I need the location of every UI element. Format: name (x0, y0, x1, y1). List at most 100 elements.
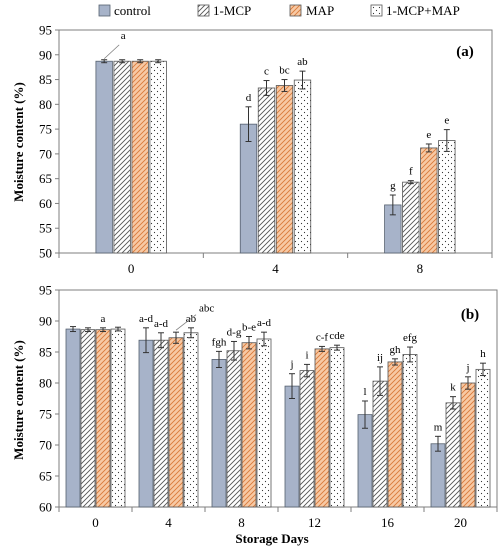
panel-a-significance-letter-control-day-4: d (246, 92, 252, 104)
panel-b-bar-map-day-12 (314, 348, 330, 508)
panel-a-significance-letter-1-mcp-map-day-8: e (444, 115, 449, 127)
panel-a-bar-control-day-0 (95, 60, 113, 254)
panel-b-error-bar-1-mcp-map-day-8 (261, 331, 267, 347)
panel-b-error-bar-control-day-12 (289, 373, 295, 399)
panel-b-bar-control-day-8 (211, 359, 227, 508)
panel-a-error-bar-map-day-4 (281, 79, 288, 92)
panel-a-x-tick-label-8: 8 (417, 261, 424, 276)
panel-b-error-bar-map-day-8 (246, 336, 252, 350)
panel-b-significance-letter-map-day-12: c-f (316, 331, 329, 343)
panel-b-bar-map-day-8 (241, 342, 257, 508)
panel-b-bar-1-mcp-day-20 (445, 402, 461, 508)
legend-item-1-mcp-map: 1-MCP+MAP (370, 3, 460, 18)
panel-b-error-bar-map-day-0 (100, 327, 106, 333)
panel-b-significance-letter-1-mcp-day-16: ij (377, 352, 383, 364)
panel-a-bar-1-mcp-map-day-0 (149, 60, 167, 254)
panel-b-x-tick-label-4: 4 (165, 515, 172, 530)
panel-b-error-bar-map-day-16 (392, 358, 398, 366)
panel-a-error-bar-control-day-0 (101, 59, 108, 64)
panel-a-error-bar-map-day-0 (137, 59, 144, 64)
panel-b-error-bar-control-day-20 (435, 435, 441, 452)
panel-a-error-bar-1-mcp-day-0 (119, 59, 126, 64)
legend-swatch-control (98, 4, 111, 17)
panel-b-significance-letter-1-mcp-map-day-8: a-d (257, 317, 272, 329)
panel-b-y-tick-label-80: 80 (39, 376, 52, 391)
legend: control 1-MCP MAP 1-MCP+MAP (98, 3, 460, 18)
panel-b-bar-1-mcp-map-day-20 (475, 368, 491, 508)
panel-a-significance-letter-map-day-4: bc (279, 65, 290, 77)
panel-b-significance-letter-control-day-4: a-d (139, 313, 154, 325)
panel-a-letter-leader-line (103, 44, 120, 60)
panel-a-y-tick-label-55: 55 (39, 221, 52, 236)
panel-a-bar-1-mcp-day-8 (402, 181, 420, 254)
panel-b-y-tick-label-70: 70 (39, 438, 52, 453)
panel-a-x-tick-label-4: 4 (272, 261, 279, 276)
panel-b-error-bar-control-day-4 (143, 327, 149, 354)
panel-b-bar-1-mcp-day-4 (153, 339, 169, 508)
panel-b-error-bar-1-mcp-day-16 (377, 366, 383, 396)
panel-b-error-bar-map-day-20 (465, 376, 471, 390)
panel-a-label: (a) (456, 44, 474, 60)
panel-a-significance-letter-control-day-8: g (390, 180, 396, 192)
panel-b-significance-letter-control-day-8: fgh (212, 336, 227, 348)
panel-b-y-tick-label-65: 65 (39, 469, 52, 484)
panel-a-y-tick-label-75: 75 (39, 122, 52, 137)
panel-b-bar-1-mcp-map-day-4 (183, 332, 199, 508)
panel-b-error-bar-map-day-12 (319, 345, 325, 352)
panel-a-plot-frame (58, 29, 493, 254)
panel-b-bar-map-day-16 (387, 361, 403, 508)
panel-b-error-bar-1-mcp-map-day-12 (334, 344, 340, 351)
panel-b-error-bar-1-mcp-day-0 (85, 327, 91, 333)
panel-b-y-tick-label-90: 90 (39, 314, 52, 329)
legend-item-map: MAP (289, 3, 334, 18)
panel-b-error-bar-1-mcp-map-day-20 (480, 362, 486, 377)
panel-b-bar-1-mcp-day-8 (226, 350, 242, 508)
panel-b: Moisture content (%) (b) Storage Days 60… (11, 283, 498, 546)
panel-b-bar-control-day-0 (65, 328, 81, 508)
panel-b-significance-letter-map-day-8: b-e (242, 322, 256, 334)
panel-a-error-bar-map-day-8 (425, 143, 432, 153)
panel-a-significance-letter-map-day-8: e (426, 129, 431, 141)
panel-b-y-tick-label-95: 95 (39, 283, 52, 298)
panel-b-significance-letter-control-day-12: j (289, 359, 293, 371)
panel-b-bar-1-mcp-map-day-16 (402, 354, 418, 508)
panel-b-significance-letter-1-mcp-map-day-12: cde (329, 330, 344, 342)
legend-swatch-1-mcp (197, 4, 210, 17)
panel-b-error-bar-1-mcp-day-20 (450, 396, 456, 410)
legend-label-map: MAP (306, 3, 334, 18)
panel-a-bar-1-mcp-map-day-8 (438, 140, 456, 254)
panel-a-error-bar-control-day-4 (245, 106, 252, 142)
panel-a-bar-map-day-8 (420, 147, 438, 254)
panel-b-bar-1-mcp-map-day-12 (329, 347, 345, 508)
panel-b-significance-letter-map-day-20: j (465, 362, 469, 374)
panel-b-bar-map-day-20 (460, 382, 476, 508)
x-axis-label: Storage Days (235, 531, 308, 546)
panel-b-bar-1-mcp-day-16 (372, 380, 388, 508)
panel-b-x-tick-label-0: 0 (92, 515, 99, 530)
panel-a-y-tick-label-85: 85 (39, 72, 52, 87)
panel-b-bar-control-day-12 (284, 385, 300, 508)
legend-item-control: control (98, 3, 151, 18)
panel-a-error-bar-1-mcp-map-day-4 (299, 70, 306, 90)
panel-a-significance-letter-1-mcp-day-8: f (409, 166, 413, 178)
panel-b-x-tick-label-20: 20 (454, 515, 467, 530)
panel-a-y-tick-label-60: 60 (39, 196, 52, 211)
panel-a-y-tick-label-70: 70 (39, 146, 52, 161)
panel-b-bar-map-day-0 (95, 329, 111, 508)
panel-b-significance-letter-1-mcp-map-day-16: efg (403, 332, 418, 344)
panel-a-y-tick-label-65: 65 (39, 171, 52, 186)
panel-b-error-bar-1-mcp-day-4 (158, 332, 164, 349)
panel-a-y-tick-label-95: 95 (39, 23, 52, 38)
panel-b-bar-1-mcp-map-day-0 (110, 328, 126, 508)
panel-a-x-tick-label-0: 0 (128, 261, 135, 276)
panel-b-error-bar-1-mcp-day-8 (231, 340, 237, 361)
panel-a-y-tick-label-90: 90 (39, 47, 52, 62)
panel-b-significance-letter-map-day-16: gh (390, 344, 402, 356)
panel-a-error-bar-1-mcp-day-8 (407, 180, 414, 185)
panel-b-error-bar-1-mcp-map-day-16 (407, 346, 413, 363)
panel-b-x-tick-label-16: 16 (381, 515, 395, 530)
legend-item-1-mcp: 1-MCP (197, 3, 251, 18)
panel-b-significance-letter-1-mcp-day-4: a-d (154, 318, 169, 330)
panel-a-y-tick-label-80: 80 (39, 97, 52, 112)
panel-a-significance-letter-control-day-0: a (121, 30, 126, 42)
